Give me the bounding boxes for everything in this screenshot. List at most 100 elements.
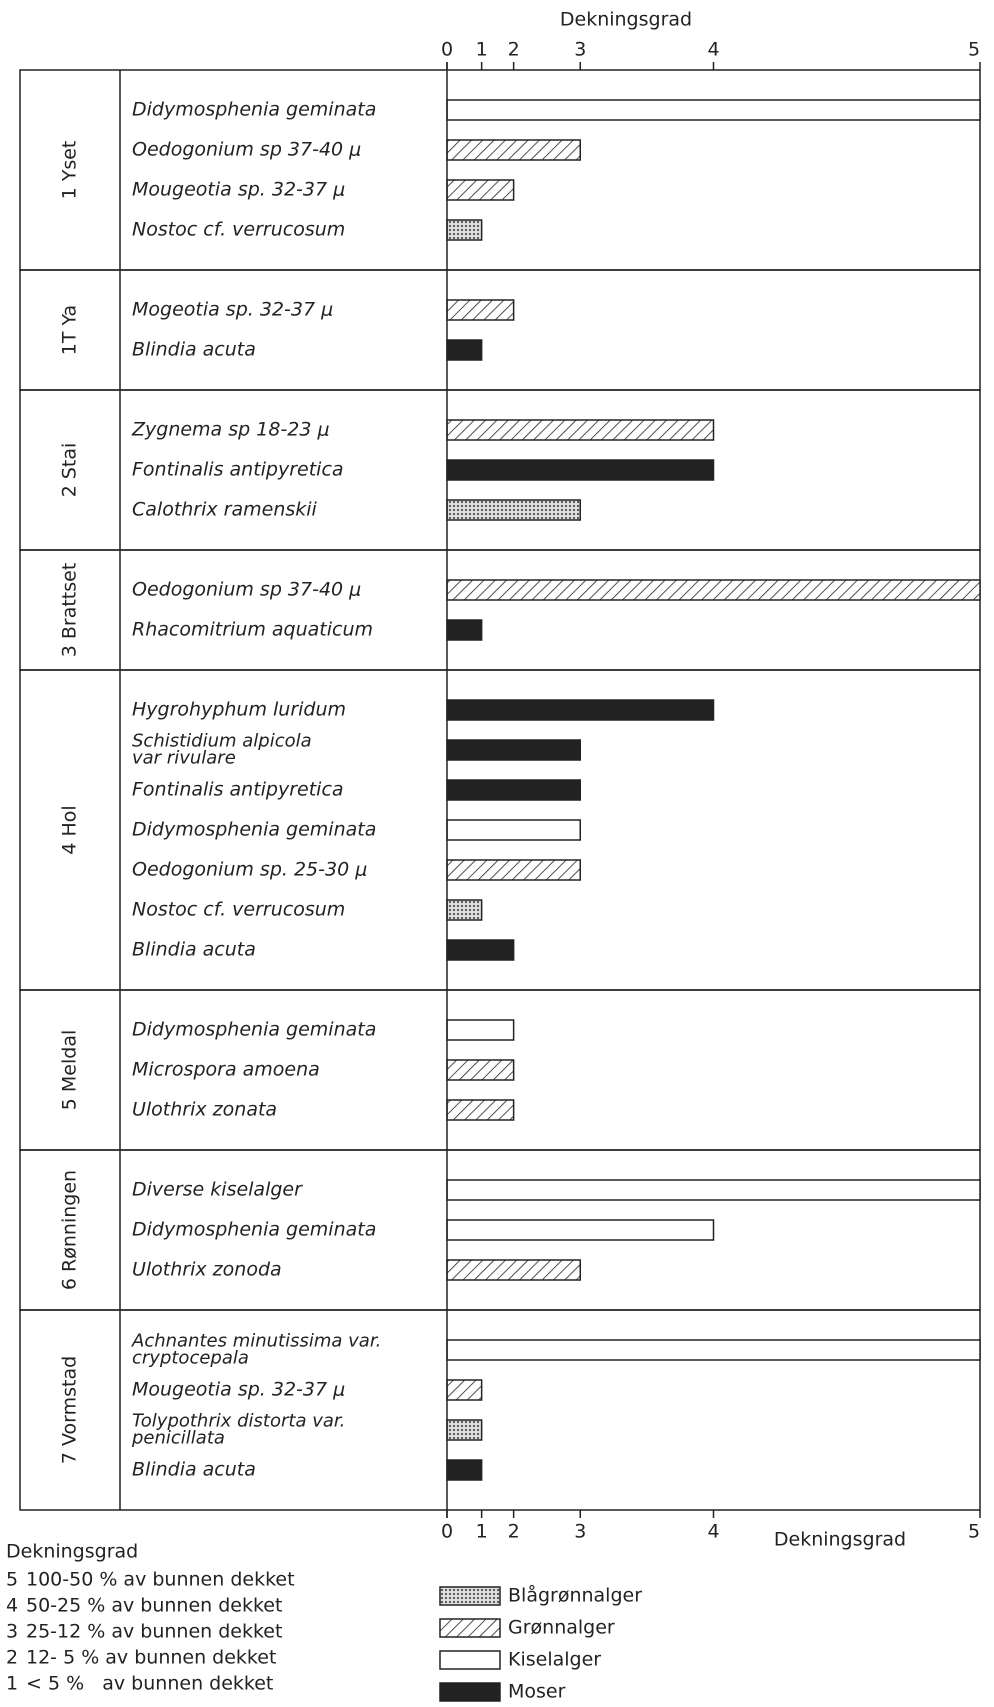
- legend-label: Grønnalger: [508, 1617, 615, 1639]
- species-label: Oedogonium sp. 25-30 μ: [132, 859, 367, 881]
- group-label: 2 Stai: [59, 443, 81, 498]
- group-label: 3 Brattset: [59, 563, 81, 658]
- bar: [446, 1099, 515, 1121]
- class-text: < 5 % av bunnen dekket: [26, 1673, 273, 1695]
- species-label: Tolypothrix distorta var.: [132, 1411, 345, 1432]
- legend-swatch: [439, 1682, 501, 1702]
- species-label: Didymosphenia geminata: [132, 1019, 376, 1041]
- bar: [446, 779, 581, 801]
- species-label: Ulothrix zonoda: [132, 1259, 282, 1281]
- bar: [446, 1259, 581, 1281]
- species-label: Ulothrix zonata: [132, 1099, 277, 1121]
- species-label: Blindia acuta: [132, 939, 256, 961]
- bar: [446, 1379, 483, 1401]
- bar: [446, 899, 483, 921]
- group-frame: [19, 1309, 981, 1511]
- species-label: Schistidium alpicola: [132, 731, 312, 752]
- bar: [446, 1219, 715, 1241]
- species-label: Calothrix ramenskii: [132, 499, 318, 521]
- species-label: Rhacomitrium aquaticum: [132, 619, 373, 641]
- class-text: 12- 5 % av bunnen dekket: [26, 1647, 276, 1669]
- bar: [446, 419, 715, 441]
- legend-swatch: [439, 1618, 501, 1638]
- bar: [446, 179, 515, 201]
- x-tick-label: 4: [707, 1521, 719, 1543]
- bar: [446, 219, 483, 241]
- group-frame: [19, 269, 981, 391]
- group-label: 1 Yset: [59, 141, 81, 200]
- species-label: Diverse kiselalger: [132, 1179, 303, 1201]
- bar: [446, 699, 715, 721]
- group-label: 4 Hol: [59, 805, 81, 854]
- species-label: Oedogonium sp 37-40 μ: [132, 139, 361, 161]
- class-text: 100-50 % av bunnen dekket: [26, 1569, 295, 1591]
- species-label: Fontinalis antipyretica: [132, 459, 344, 481]
- species-label: Blindia acuta: [132, 339, 256, 361]
- x-tick-label: 5: [968, 1521, 980, 1543]
- x-tick-label: 5: [968, 39, 980, 61]
- class-number: 1: [6, 1673, 18, 1695]
- species-label: cryptocepala: [132, 1348, 249, 1369]
- bar: [446, 1459, 483, 1481]
- class-number: 2: [6, 1647, 18, 1669]
- axis-title-bottom: Dekningsgrad: [774, 1529, 906, 1551]
- species-label: Mogeotia sp. 32-37 μ: [132, 299, 333, 321]
- class-number: 3: [6, 1621, 18, 1643]
- species-label: penicillata: [131, 1428, 225, 1449]
- group-label: 5 Meldal: [59, 1030, 81, 1110]
- species-label: Microspora amoena: [132, 1059, 320, 1081]
- legend-label: Blågrønnalger: [508, 1584, 642, 1607]
- bar: [446, 619, 483, 641]
- species-label: Nostoc cf. verrucosum: [132, 899, 345, 921]
- bar: [446, 1179, 981, 1201]
- group-frame: [19, 549, 981, 671]
- bar: [446, 1339, 981, 1361]
- bar: [446, 99, 981, 121]
- x-tick-label: 4: [707, 39, 719, 61]
- class-legend-title: Dekningsgrad: [6, 1541, 138, 1563]
- group-label: 1T Ya: [59, 305, 81, 355]
- bar: [446, 819, 581, 841]
- x-tick-label: 3: [574, 1521, 586, 1543]
- x-tick-label: 1: [476, 39, 488, 61]
- class-number: 5: [6, 1569, 18, 1591]
- species-label: Nostoc cf. verrucosum: [132, 219, 345, 241]
- bar: [446, 1059, 515, 1081]
- legend-label: Moser: [508, 1681, 566, 1703]
- species-label: Hygrohyphum luridum: [132, 699, 346, 721]
- legend-label: Kiselalger: [508, 1649, 601, 1671]
- species-label: Mougeotia sp. 32-37 μ: [132, 179, 345, 201]
- species-label: Didymosphenia geminata: [132, 1219, 376, 1241]
- bar: [446, 1419, 483, 1441]
- x-tick-label: 0: [441, 39, 453, 61]
- bar: [446, 1019, 515, 1041]
- group-label: 7 Vormstad: [59, 1356, 81, 1464]
- class-number: 4: [6, 1595, 18, 1617]
- species-label: Mougeotia sp. 32-37 μ: [132, 1379, 345, 1401]
- x-tick-label: 3: [574, 39, 586, 61]
- legend-swatch: [439, 1586, 501, 1606]
- x-tick-label: 0: [441, 1521, 453, 1543]
- bar: [446, 859, 581, 881]
- bar: [446, 499, 581, 521]
- species-label: var rivulare: [132, 748, 236, 769]
- x-tick-label: 1: [476, 1521, 488, 1543]
- species-label: Didymosphenia geminata: [132, 99, 376, 121]
- x-tick-label: 2: [508, 1521, 520, 1543]
- species-label: Oedogonium sp 37-40 μ: [132, 579, 361, 601]
- bar: [446, 339, 483, 361]
- bar: [446, 299, 515, 321]
- class-text: 25-12 % av bunnen dekket: [26, 1621, 282, 1643]
- class-text: 50-25 % av bunnen dekket: [26, 1595, 282, 1617]
- species-label: Fontinalis antipyretica: [132, 779, 344, 801]
- bar: [446, 579, 981, 601]
- x-tick-label: 2: [508, 39, 520, 61]
- bar: [446, 939, 515, 961]
- species-label: Achnantes minutissima var.: [131, 1331, 381, 1352]
- bar: [446, 139, 581, 161]
- species-label: Zygnema sp 18-23 μ: [131, 419, 330, 441]
- axis-title-top: Dekningsgrad: [560, 9, 692, 31]
- group-label: 6 Rønningen: [59, 1170, 81, 1290]
- species-label: Blindia acuta: [132, 1459, 256, 1481]
